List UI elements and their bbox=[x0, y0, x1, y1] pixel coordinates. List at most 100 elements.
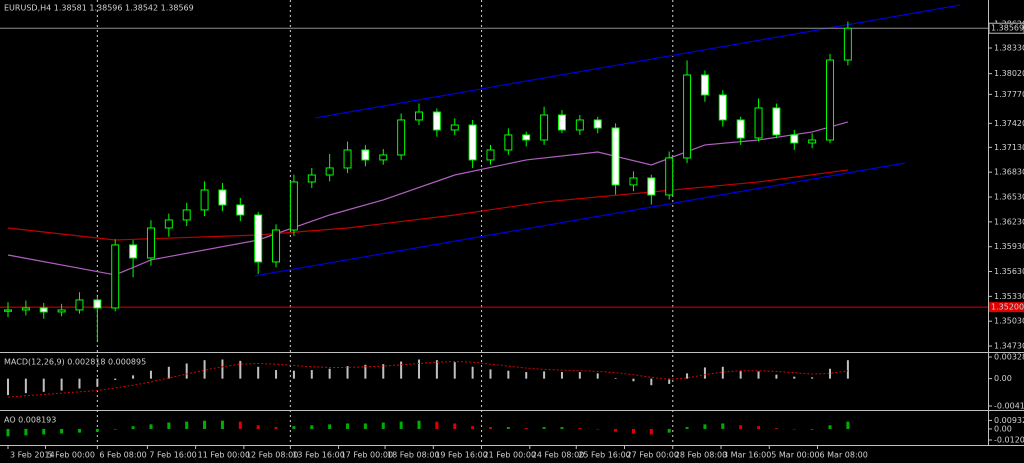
ao-bar bbox=[60, 428, 64, 434]
ao-bar bbox=[810, 428, 814, 430]
macd-bar bbox=[364, 364, 367, 379]
macd-bar bbox=[346, 366, 349, 379]
candle-body bbox=[361, 149, 370, 161]
ao-bar bbox=[739, 425, 743, 429]
macd-bar bbox=[435, 360, 438, 379]
panel-title: EURUSD,H4 1.38581 1.38596 1.38542 1.3856… bbox=[4, 4, 194, 13]
macd-bar bbox=[650, 378, 653, 386]
ao-bar bbox=[42, 428, 46, 435]
macd-bar bbox=[257, 366, 260, 379]
macd-bar bbox=[149, 370, 152, 379]
candle-body bbox=[486, 149, 495, 161]
macd-bar bbox=[596, 373, 599, 379]
candle-body bbox=[111, 244, 120, 309]
ao-bar bbox=[149, 424, 153, 429]
macd-bar bbox=[757, 371, 760, 379]
candle-body bbox=[683, 74, 692, 159]
candle-body bbox=[254, 214, 263, 263]
y-tick-label: 1.36230 bbox=[994, 217, 1024, 226]
trend-line bbox=[254, 162, 906, 277]
price-label-box bbox=[989, 302, 1024, 313]
candle-body bbox=[4, 309, 12, 312]
macd-bar bbox=[507, 370, 510, 379]
macd-bar bbox=[185, 363, 188, 379]
ao-bar bbox=[220, 420, 224, 429]
candle-body bbox=[808, 139, 817, 144]
x-tick-label: 6 Mar 08:00 bbox=[820, 451, 868, 460]
candle-body bbox=[843, 27, 852, 61]
candle-body bbox=[39, 307, 48, 313]
ao-bar bbox=[560, 427, 564, 429]
ao-bar bbox=[631, 428, 635, 434]
macd-bar bbox=[525, 372, 528, 379]
ao-bar bbox=[77, 428, 81, 433]
ao-bar bbox=[274, 427, 278, 429]
ao-bar bbox=[614, 428, 618, 432]
macd-bar bbox=[60, 378, 63, 391]
macd-bar bbox=[221, 359, 224, 379]
x-tick-label: 24 Feb 08:00 bbox=[532, 451, 584, 460]
macd-bar bbox=[632, 378, 635, 382]
candle-body bbox=[450, 124, 459, 131]
y-tick-label: 1.36830 bbox=[994, 168, 1024, 177]
x-tick-label: 28 Feb 08:00 bbox=[675, 451, 727, 460]
macd-bar bbox=[829, 368, 832, 379]
x-tick-label: 3 Mar 16:00 bbox=[723, 451, 771, 460]
candle-body bbox=[772, 107, 781, 136]
candle-body bbox=[432, 111, 441, 131]
ao-bar bbox=[417, 420, 421, 429]
y-tick-label: 1.35630 bbox=[994, 267, 1024, 276]
ao-bar bbox=[203, 420, 207, 429]
ao-bar bbox=[506, 427, 510, 429]
candle-body bbox=[289, 181, 298, 231]
ao-bar bbox=[578, 428, 582, 429]
y-tick-label: 1.35330 bbox=[994, 292, 1024, 301]
macd-bar bbox=[132, 375, 135, 379]
x-tick-label: 5 Mar 00:00 bbox=[771, 451, 819, 460]
candle-body bbox=[665, 157, 674, 196]
moving-average bbox=[7, 169, 848, 241]
x-tick-label: 11 Feb 00:00 bbox=[198, 451, 250, 460]
candle-body bbox=[504, 134, 513, 151]
macd-bar bbox=[775, 374, 778, 379]
candle-body bbox=[200, 189, 209, 211]
ao-bar bbox=[649, 428, 653, 435]
macd-bar bbox=[471, 366, 474, 379]
macd-bar bbox=[703, 367, 706, 379]
x-tick-label: 3 Feb 2014 bbox=[10, 451, 55, 460]
y-tick-label: 0.00 bbox=[994, 424, 1012, 433]
candle-body bbox=[218, 189, 227, 206]
macd-bar bbox=[793, 376, 796, 379]
ao-bar bbox=[346, 423, 350, 429]
candle-body bbox=[647, 177, 656, 196]
candle-body bbox=[236, 204, 245, 216]
candle-body bbox=[718, 94, 727, 121]
ao-bar bbox=[703, 424, 707, 429]
macd-bar bbox=[543, 371, 546, 379]
candle-body bbox=[307, 174, 316, 183]
ao-bar bbox=[24, 428, 28, 436]
ao-bar bbox=[542, 427, 546, 429]
candle-body bbox=[21, 307, 30, 311]
ao-bar bbox=[292, 426, 296, 429]
y-tick-label: -0.00415 bbox=[994, 401, 1024, 410]
macd-bar bbox=[578, 372, 581, 379]
ao-bar bbox=[185, 421, 189, 429]
candle-body bbox=[397, 119, 406, 156]
x-tick-label: 27 Feb 00:00 bbox=[627, 451, 679, 460]
candle-body bbox=[379, 154, 388, 161]
macd-bar bbox=[489, 369, 492, 379]
y-tick-label: 1.35030 bbox=[994, 317, 1024, 326]
macd-bar bbox=[239, 360, 242, 379]
ao-bar bbox=[757, 426, 761, 429]
candle-body bbox=[575, 119, 584, 131]
candle-body bbox=[790, 134, 799, 144]
y-tick-label: 0.003284 bbox=[994, 353, 1024, 362]
x-tick-label: 18 Feb 08:00 bbox=[387, 451, 439, 460]
ao-bar bbox=[328, 424, 332, 429]
candle-body bbox=[57, 309, 66, 313]
candle-body bbox=[75, 299, 84, 311]
y-tick-label: 1.35930 bbox=[994, 242, 1024, 251]
x-tick-label: 6 Feb 08:00 bbox=[99, 451, 146, 460]
ao-bar bbox=[435, 421, 439, 429]
